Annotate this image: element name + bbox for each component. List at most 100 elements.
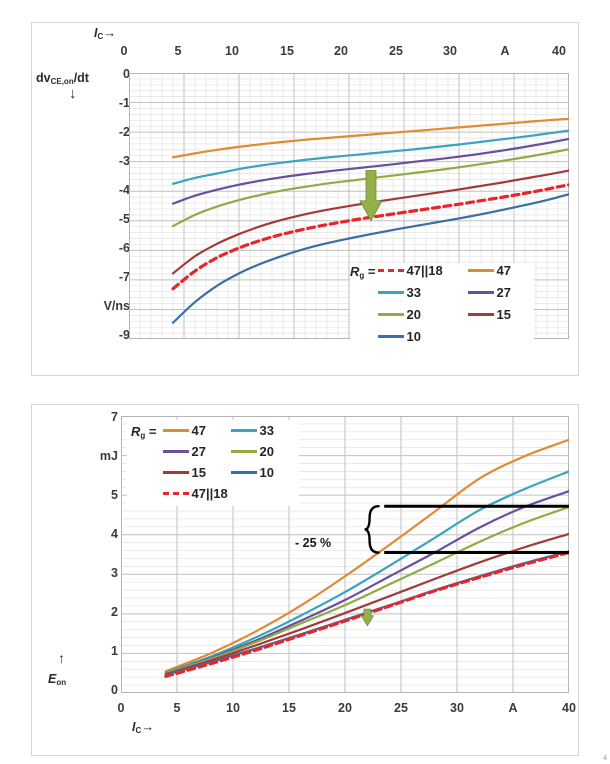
bottom-chart-xtick-2: 10 <box>226 701 240 715</box>
bottom-legend-label-4: 15 <box>191 465 206 480</box>
top-chart-ytick-8-unit: V/ns <box>103 299 130 313</box>
bottom-legend-label-6: 47||18 <box>191 486 228 501</box>
bottom-legend-title: Rg = <box>131 423 157 440</box>
top-chart-xtick-6: 30 <box>443 44 457 58</box>
top-chart-xtick-7: A <box>500 44 510 58</box>
page-marker: 4 <box>603 755 607 762</box>
bottom-chart-xtick-3: 15 <box>282 701 296 715</box>
bottom-legend-item-4[interactable]: 15 <box>162 465 231 480</box>
legend-swatch-line-icon <box>230 429 257 432</box>
top-chart-ytick-0: 0 <box>123 67 130 81</box>
legend-swatch-line-icon <box>162 450 189 453</box>
top-legend-item-0[interactable]: 47||18 <box>377 263 468 278</box>
bottom-legend-item-6[interactable]: 47||18 <box>162 486 231 501</box>
bottom-chart-xtick-0: 0 <box>117 701 125 715</box>
bottom-legend-item-1[interactable]: 33 <box>230 423 293 438</box>
bottom-chart-yaxis-title: Eon <box>48 672 66 687</box>
legend-swatch-line-icon <box>162 471 189 474</box>
top-chart-xtick-4: 20 <box>334 44 348 58</box>
bottom-chart-ytick-7: 7 <box>111 410 118 424</box>
top-legend-title-r: R <box>350 264 360 279</box>
right-arrow-icon: → <box>141 719 155 734</box>
bottom-legend-label-0: 47 <box>191 423 206 438</box>
bottom-legend-item-2[interactable]: 27 <box>162 444 231 459</box>
bottom-chart-xtick-6: 30 <box>450 701 464 715</box>
top-chart-xtick-0: 0 <box>120 44 128 58</box>
bottom-legend-title-sub: g <box>140 431 146 440</box>
top-chart-xtick-5: 25 <box>389 44 403 58</box>
top-legend-item-3[interactable]: 27 <box>467 285 534 300</box>
top-chart-ytick-4: -4 <box>118 183 130 197</box>
legend-swatch-line-icon <box>377 269 404 272</box>
bottom-chart-xtick-8: 40 <box>562 701 576 715</box>
bottom-legend-label-1: 33 <box>259 423 274 438</box>
bottom-legend-label-3: 20 <box>259 444 274 459</box>
top-legend-label-1: 47 <box>496 263 511 278</box>
top-legend-title-eq: = <box>364 264 376 279</box>
top-chart-ytick-1: -1 <box>118 96 130 110</box>
legend-swatch-line-icon <box>230 450 257 453</box>
legend-swatch-line-icon <box>467 291 494 294</box>
top-chart-xaxis-title: IC→ <box>94 25 116 41</box>
top-chart-legend: Rg = 47||18 47 33 <box>350 263 534 344</box>
top-chart-xaxis-subscript: C <box>97 32 104 41</box>
bottom-chart-ytick-5: 5 <box>111 488 118 502</box>
bottom-legend-title-eq: = <box>145 424 157 439</box>
top-chart-xtick-8: 40 <box>552 44 566 58</box>
bottom-chart-xaxis-subscript: C <box>135 726 142 735</box>
right-arrow-icon: → <box>103 25 117 40</box>
top-legend-item-6[interactable]: 10 <box>377 329 468 344</box>
top-legend-item-5[interactable]: 15 <box>467 307 534 322</box>
top-chart-xtick-3: 15 <box>280 44 294 58</box>
top-legend-label-0: 47||18 <box>406 263 443 278</box>
top-chart-yaxis-d: dv <box>36 71 51 85</box>
legend-swatch-line-icon <box>230 471 257 474</box>
bottom-chart-svg <box>121 416 569 693</box>
top-legend-item-1[interactable]: 47 <box>467 263 534 278</box>
legend-swatch-line-icon <box>162 429 189 432</box>
bottom-chart-ytick-0: 0 <box>111 683 118 697</box>
top-chart-yaxis-dt: /dt <box>73 71 89 85</box>
bottom-legend-item-3[interactable]: 20 <box>230 444 293 459</box>
bottom-chart-ytick-3: 3 <box>111 566 118 580</box>
top-chart-ytick-9: -9 <box>118 328 130 342</box>
top-chart-yaxis-subscript: CE,on <box>50 77 74 86</box>
top-legend-title-sub: g <box>359 271 365 280</box>
bottom-legend-item-0[interactable]: 47 <box>162 423 231 438</box>
eon-chart-figure: 7 mJ 5 4 3 2 1 0 ↑ Eon 0 5 10 15 20 25 3… <box>31 404 579 756</box>
bottom-legend-label-2: 27 <box>191 444 206 459</box>
reduction-annotation: - 25 % <box>295 536 332 550</box>
bottom-chart-xtick-5: 25 <box>394 701 408 715</box>
bottom-chart-xtick-1: 5 <box>173 701 181 715</box>
bottom-chart-xtick-4: 20 <box>338 701 352 715</box>
top-legend-item-2[interactable]: 33 <box>377 285 468 300</box>
top-legend-label-4: 20 <box>406 307 421 322</box>
bottom-chart-xtick-7: A <box>508 701 518 715</box>
top-chart-xtick-2: 10 <box>225 44 239 58</box>
bottom-chart-ytick-4: 4 <box>111 527 118 541</box>
down-arrow-icon: ↓ <box>69 85 77 102</box>
bottom-legend-label-5: 10 <box>259 465 274 480</box>
top-legend-title: Rg = <box>350 263 376 280</box>
top-chart-ytick-2: -2 <box>118 125 130 139</box>
top-chart-yaxis-title: dvCE,on/dt <box>36 71 89 86</box>
top-legend-label-2: 33 <box>406 285 421 300</box>
top-chart-xaxis-symbol: I <box>94 26 98 40</box>
bottom-chart-ytick-2: 2 <box>111 605 118 619</box>
legend-swatch-line-icon <box>467 313 494 316</box>
top-chart-ytick-3: -3 <box>118 154 130 168</box>
top-chart-xtick-1: 5 <box>174 44 182 58</box>
bottom-chart-ytick-1: 1 <box>111 644 118 658</box>
legend-swatch-line-icon <box>377 291 404 294</box>
top-legend-label-3: 27 <box>496 285 511 300</box>
bottom-chart-yaxis-subscript: on <box>56 678 67 687</box>
top-chart-ytick-7: -7 <box>118 270 130 284</box>
bottom-chart-ytick-6-unit: mJ <box>99 449 118 463</box>
legend-swatch-line-icon <box>377 313 404 316</box>
up-arrow-icon: ↑ <box>58 650 65 666</box>
bottom-legend-item-5[interactable]: 10 <box>230 465 293 480</box>
top-chart-ytick-5: -5 <box>118 212 130 226</box>
top-legend-item-4[interactable]: 20 <box>377 307 468 322</box>
top-legend-label-6: 10 <box>406 329 421 344</box>
